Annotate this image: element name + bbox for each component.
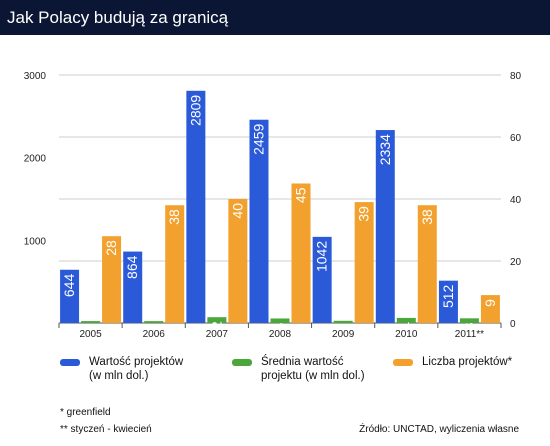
bar-group: 40 (228, 199, 248, 323)
data-label: 45 (293, 187, 309, 203)
data-label: 56,8 (461, 322, 477, 345)
bar (60, 269, 80, 323)
x-axis: 2005 2006 2007 2008 2009 2010 2011** (58, 323, 502, 340)
right-tick-label: 80 (510, 71, 522, 82)
bar (459, 318, 479, 323)
footnote-period: ** styczeń - kwiecień (60, 424, 152, 435)
legend-label-value: Wartość projektów (w mln dol.) (89, 356, 184, 382)
category-label: 2007 (206, 329, 229, 340)
bar-group: 38 (165, 205, 185, 323)
bar (438, 280, 458, 323)
legend-item-average: Średnia wartość projektu (w mln dol.) (232, 355, 365, 383)
data-label: 70,2 (208, 321, 224, 345)
bar-group: 22,7 (144, 321, 164, 345)
data-label: 28 (103, 240, 119, 256)
legend-item-value: Wartość projektów (w mln dol.) (60, 355, 183, 383)
data-label: 644 (61, 274, 77, 298)
y-axis-right: 0 20 40 60 80 (510, 71, 522, 330)
category-label: 2008 (269, 329, 292, 340)
bar (186, 90, 206, 323)
bar-group: 512 (438, 280, 458, 323)
data-label: 39 (356, 206, 372, 222)
bar (354, 202, 374, 323)
bar (396, 317, 416, 323)
y-axis-left: 1000 2000 3000 (24, 71, 47, 247)
bar (312, 236, 332, 323)
category-label: 2005 (79, 329, 102, 340)
bar-group: 28 (102, 236, 122, 323)
bar-group: 2334 (375, 130, 395, 323)
bar (375, 130, 395, 323)
data-label: 9 (482, 299, 498, 307)
data-label: 54,6 (272, 322, 288, 345)
bar (249, 119, 269, 324)
bar (480, 295, 500, 323)
data-label: 38 (166, 209, 182, 225)
bar (123, 251, 143, 323)
bar (165, 205, 185, 323)
bar-group: 70,2 (207, 317, 227, 345)
right-tick-label: 20 (510, 257, 522, 268)
bar-group: 23 (81, 321, 101, 341)
chart-title: Jak Polacy budują za granicą (7, 8, 229, 27)
legend-label-count: Liczba projektów* (422, 356, 513, 368)
bar (333, 320, 353, 323)
bar (291, 183, 311, 323)
data-label: 2459 (251, 124, 267, 155)
bar-group: 864 (123, 251, 143, 323)
left-tick-label: 2000 (24, 154, 47, 165)
bar (228, 199, 248, 323)
bar-group: 61,4 (396, 317, 416, 345)
legend-swatch-blue (60, 359, 80, 366)
legend-swatch-orange (393, 359, 413, 366)
category-label: 2010 (395, 329, 418, 340)
right-tick-label: 40 (510, 195, 522, 206)
bar (270, 318, 290, 323)
data-label: 2334 (377, 134, 393, 165)
bar-chart: 1000 2000 3000 0 20 40 60 80 644 864 2809 2459 104… (24, 71, 522, 345)
bar (207, 317, 227, 323)
footnote-greenfield: * greenfield (60, 407, 111, 418)
data-label: 38 (419, 209, 435, 225)
bar (102, 236, 122, 323)
bar-group: 2459 (249, 119, 269, 324)
category-label: 2011** (455, 329, 484, 340)
category-label: 2009 (332, 329, 355, 340)
data-label: 40 (229, 203, 245, 219)
bar-group: 1042 (312, 236, 332, 323)
bar-group: 9 (480, 295, 500, 323)
bar-group: 26,7 (333, 320, 353, 345)
category-label: 2006 (143, 329, 166, 340)
data-label: 22,7 (145, 325, 161, 345)
legend-label-average: Średnia wartość projektu (w mln dol.) (261, 356, 365, 382)
bar (417, 205, 437, 323)
right-tick-label: 60 (510, 133, 522, 144)
data-label: 23 (82, 325, 98, 341)
bar-group: 644 (60, 269, 80, 323)
data-label: 1042 (314, 241, 330, 272)
data-label: 2809 (187, 95, 203, 126)
bar-group: 45 (291, 183, 311, 323)
source-note: Źródło: UNCTAD, wyliczenia własne (359, 424, 519, 435)
data-label: 61,4 (398, 322, 414, 345)
header-bar: Jak Polacy budują za granicą (0, 0, 550, 35)
data-label: 864 (124, 255, 140, 279)
right-tick-label: 0 (510, 319, 516, 330)
left-tick-label: 3000 (24, 71, 47, 82)
bar-group: 39 (354, 202, 374, 323)
data-label: 26,7 (335, 325, 351, 345)
bar-group: 38 (417, 205, 437, 323)
bar-group: 56,8 (459, 318, 479, 345)
bar (81, 321, 101, 323)
bar (144, 321, 164, 323)
legend-swatch-green (232, 359, 252, 366)
bar-group: 2809 (186, 90, 206, 323)
left-tick-label: 1000 (24, 236, 47, 247)
legend-item-count: Liczba projektów* (393, 355, 512, 369)
data-label: 512 (440, 284, 456, 308)
bar-group: 54,6 (270, 318, 290, 345)
